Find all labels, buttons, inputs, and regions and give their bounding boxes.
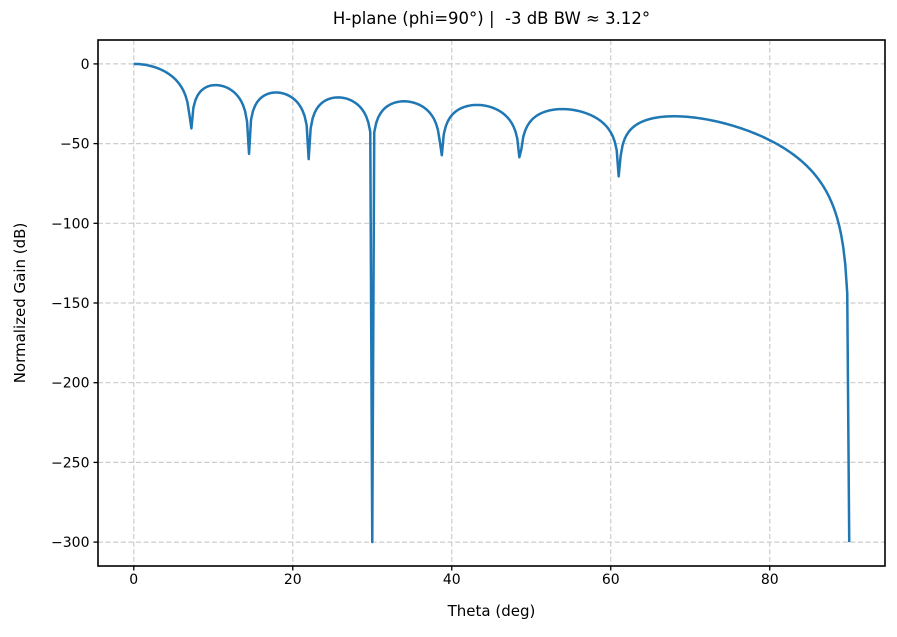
x-axis-label: Theta (deg) [447,602,536,620]
y-tick-label: −250 [51,455,89,471]
gain-curve [133,62,851,544]
x-tick-label: 40 [443,572,461,588]
y-axis-label: Normalized Gain (dB) [11,222,29,384]
y-tick-label: −100 [51,216,89,232]
chart-title: H-plane (phi=90°) | -3 dB BW ≈ 3.12° [332,9,651,28]
y-tick-label: −300 [51,535,89,551]
x-tick-label: 0 [129,572,138,588]
x-tick-label: 60 [602,572,620,588]
y-tick-label: −200 [51,376,89,392]
y-tick-label: 0 [81,57,90,73]
y-tick-label: −50 [60,137,90,153]
y-tick-label: −150 [51,296,89,312]
x-tick-label: 80 [761,572,779,588]
x-tick-label: 20 [284,572,302,588]
